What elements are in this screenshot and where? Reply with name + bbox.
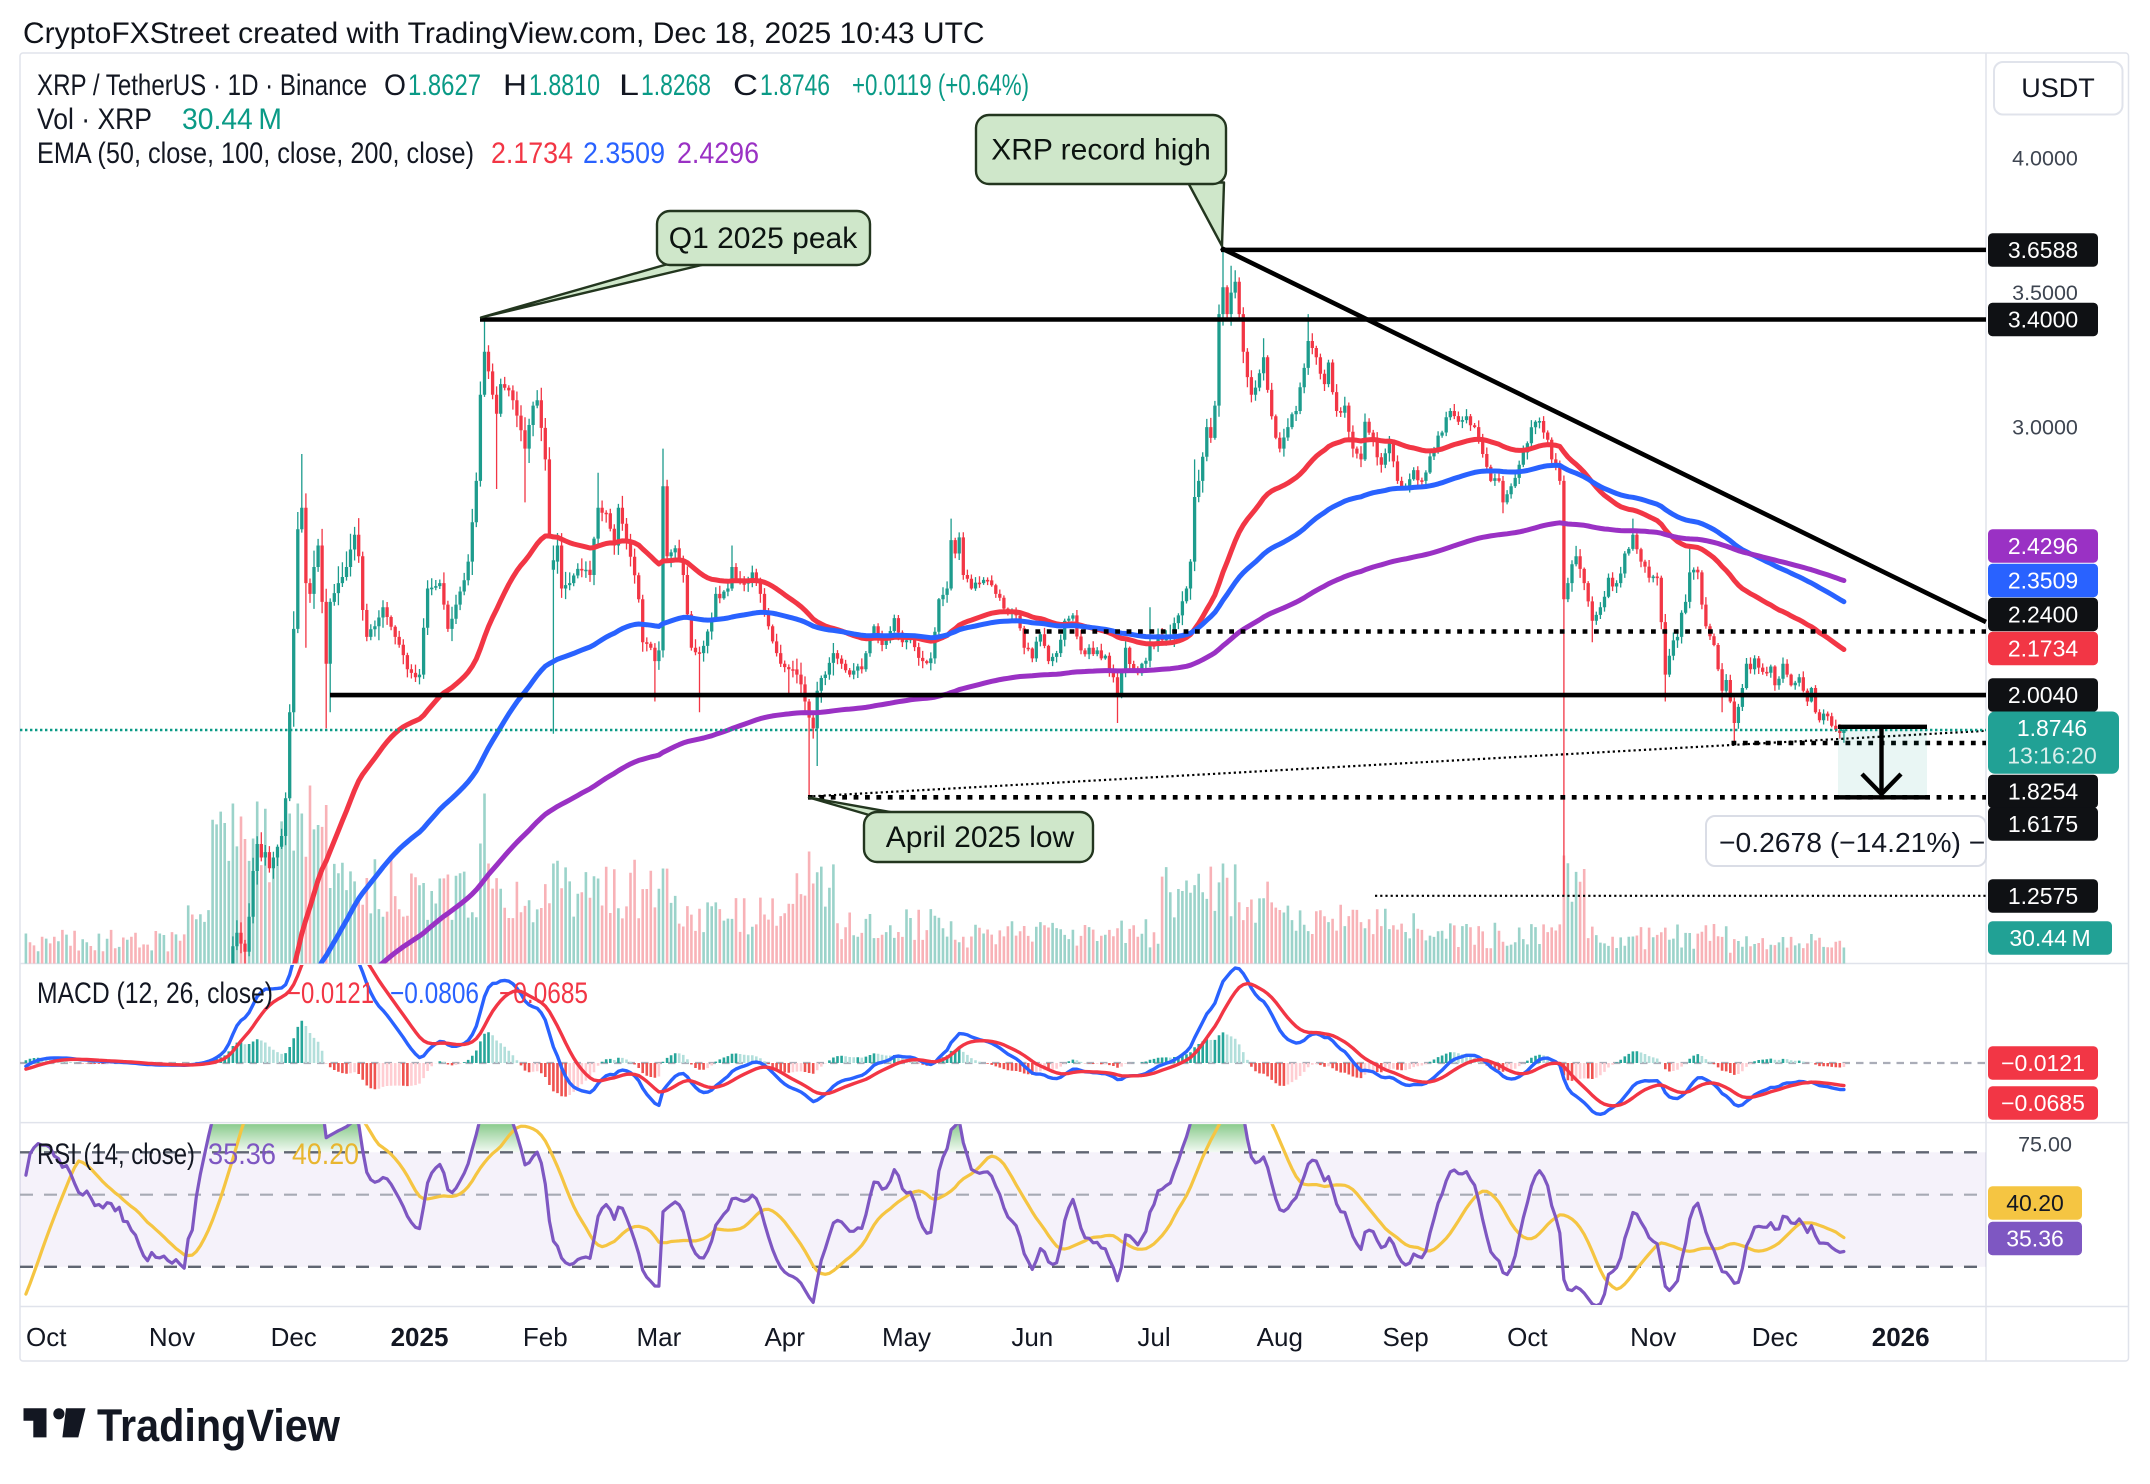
svg-text:H: H	[503, 69, 527, 102]
svg-text:O: O	[384, 69, 406, 102]
svg-text:2026: 2026	[1872, 1322, 1930, 1352]
svg-text:C: C	[733, 69, 758, 102]
svg-text:2025: 2025	[391, 1322, 449, 1352]
svg-text:May: May	[882, 1322, 931, 1352]
svg-text:Feb: Feb	[523, 1322, 568, 1352]
svg-text:−0.0121: −0.0121	[2001, 1050, 2085, 1076]
svg-text:4.0000: 4.0000	[2012, 147, 2078, 171]
svg-text:30.44 M: 30.44 M	[182, 103, 282, 136]
svg-text:April 2025 low: April 2025 low	[886, 821, 1075, 854]
svg-text:1.8254: 1.8254	[2008, 779, 2079, 805]
svg-text:2.1734: 2.1734	[2008, 636, 2079, 662]
svg-text:2.1734: 2.1734	[491, 137, 573, 170]
svg-text:L: L	[619, 69, 639, 102]
svg-text:XRP / TetherUS · 1D · Binance: XRP / TetherUS · 1D · Binance	[37, 69, 367, 102]
svg-text:3.0000: 3.0000	[2012, 416, 2078, 440]
svg-text:2.0040: 2.0040	[2008, 682, 2078, 708]
svg-text:Dec: Dec	[271, 1322, 317, 1352]
svg-text:RSI (14, close): RSI (14, close)	[37, 1138, 195, 1171]
svg-text:Mar: Mar	[637, 1322, 682, 1352]
svg-text:Dec: Dec	[1752, 1322, 1798, 1352]
svg-text:EMA (50, close, 100, close, 20: EMA (50, close, 100, close, 200, close)	[37, 137, 474, 170]
svg-text:1.8268: 1.8268	[641, 69, 711, 102]
svg-text:−0.0685: −0.0685	[499, 977, 588, 1010]
svg-text:CryptoFXStreet created with Tr: CryptoFXStreet created with TradingView.…	[23, 17, 985, 50]
svg-text:−0.0806: −0.0806	[390, 977, 479, 1010]
svg-text:Nov: Nov	[149, 1322, 195, 1352]
svg-text:MACD (12, 26, close): MACD (12, 26, close)	[37, 977, 273, 1010]
svg-text:40.20: 40.20	[292, 1138, 359, 1171]
svg-text:1.2575: 1.2575	[2008, 883, 2078, 909]
svg-text:−0.0121: −0.0121	[287, 977, 374, 1010]
svg-text:Aug: Aug	[1257, 1322, 1303, 1352]
svg-text:Oct: Oct	[26, 1322, 67, 1352]
svg-text:Vol · XRP: Vol · XRP	[37, 103, 152, 136]
svg-text:USDT: USDT	[2021, 73, 2095, 103]
svg-text:3.6588: 3.6588	[2008, 237, 2078, 263]
svg-text:Sep: Sep	[1382, 1322, 1428, 1352]
svg-text:Oct: Oct	[1507, 1322, 1548, 1352]
svg-text:75.00: 75.00	[2018, 1133, 2072, 1157]
svg-text:Apr: Apr	[764, 1322, 805, 1352]
svg-text:+0.0119 (+0.64%): +0.0119 (+0.64%)	[852, 69, 1029, 102]
svg-text:2.2400: 2.2400	[2008, 602, 2078, 628]
svg-text:30.44 M: 30.44 M	[2009, 925, 2090, 951]
svg-text:13:16:20: 13:16:20	[2007, 743, 2097, 769]
svg-text:2.4296: 2.4296	[677, 137, 759, 170]
svg-text:XRP record high: XRP record high	[991, 134, 1211, 167]
svg-text:Jul: Jul	[1137, 1322, 1170, 1352]
svg-text:1.8627: 1.8627	[408, 69, 481, 102]
svg-text:1.8810: 1.8810	[529, 69, 600, 102]
svg-text:−0.2678 (−14.21%) −2: −0.2678 (−14.21%) −2	[1719, 827, 2001, 858]
svg-text:Jun: Jun	[1011, 1322, 1053, 1352]
svg-text:−0.0685: −0.0685	[2001, 1090, 2085, 1116]
svg-text:Nov: Nov	[1630, 1322, 1676, 1352]
svg-text:40.20: 40.20	[2006, 1190, 2064, 1216]
svg-text:TradingView: TradingView	[97, 1400, 341, 1451]
svg-text:3.4000: 3.4000	[2008, 307, 2078, 333]
svg-text:1.6175: 1.6175	[2008, 811, 2078, 837]
svg-text:2.3509: 2.3509	[2008, 568, 2078, 594]
svg-text:2.4296: 2.4296	[2008, 533, 2078, 559]
svg-text:3.5000: 3.5000	[2012, 281, 2078, 305]
svg-text:2.3509: 2.3509	[583, 137, 665, 170]
svg-text:1.8746: 1.8746	[760, 69, 830, 102]
svg-text:Q1 2025 peak: Q1 2025 peak	[669, 222, 858, 255]
svg-text:1.8746: 1.8746	[2017, 715, 2087, 741]
svg-text:35.36: 35.36	[2006, 1226, 2064, 1252]
svg-text:35.36: 35.36	[208, 1138, 276, 1171]
